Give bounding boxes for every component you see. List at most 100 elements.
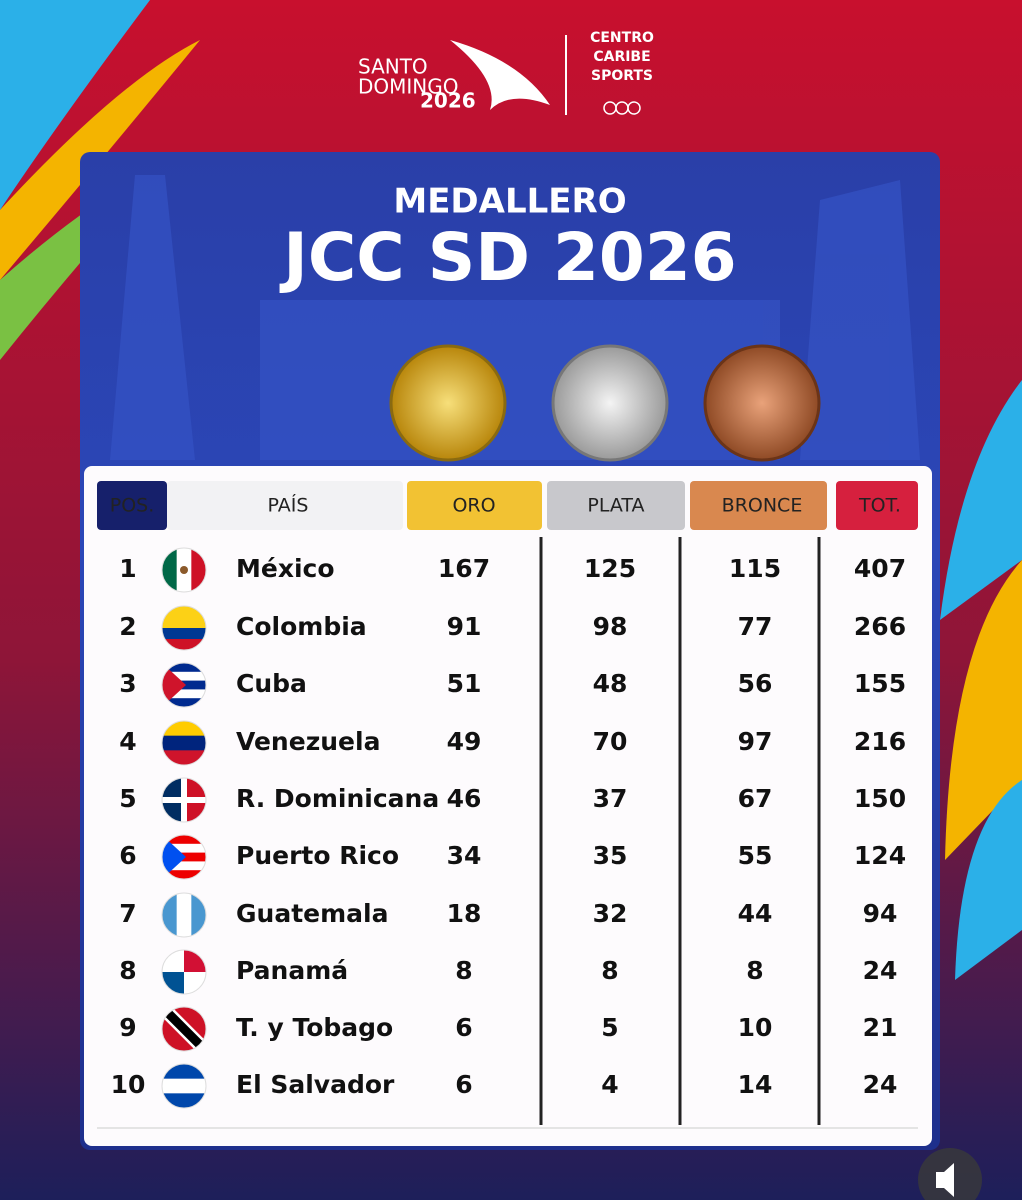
swirl (0, 0, 150, 210)
table-cell: 94 (863, 899, 898, 928)
table-row: 2 Colombia 91 98 77 266 (119, 605, 906, 651)
silver-medal (551, 344, 669, 462)
header-cell (167, 481, 403, 530)
table-cell: 266 (854, 612, 906, 641)
column-header: PLATA (587, 495, 644, 517)
table-cell: 6 (455, 1013, 472, 1042)
flag-stripe (162, 663, 206, 673)
sound-icon (936, 1163, 954, 1197)
flag-stripe (162, 698, 206, 707)
flag-stripe (162, 843, 206, 854)
flag-emblem (180, 566, 188, 574)
table-row: 6 Puerto Rico 34 35 55 124 (119, 834, 906, 880)
flag-border (161, 892, 207, 938)
table-cell: 9 (119, 1013, 136, 1042)
logo: SANTO DOMINGO 2026 CENTRO CARIBE SPORTS (358, 30, 654, 115)
flag-stripe (162, 606, 206, 618)
country-name: Puerto Rico (236, 841, 399, 870)
table-cell: 8 (746, 956, 763, 985)
header-cell (547, 481, 685, 530)
flag-stripe (162, 548, 178, 592)
table-cell: 24 (863, 956, 898, 985)
flag (162, 835, 206, 879)
column-header: BRONCE (722, 495, 803, 517)
flag-stripe (162, 750, 206, 765)
flag-stripe (162, 861, 206, 871)
table-cell: 10 (738, 1013, 773, 1042)
medals (389, 344, 821, 462)
gold-medal (389, 344, 507, 462)
column-header: TOT. (858, 495, 901, 517)
flag-stripe (162, 617, 206, 629)
header-cell (690, 481, 827, 530)
table-row: 7 Guatemala 18 32 44 94 (119, 892, 898, 938)
flag-border (161, 1063, 207, 1109)
table-cell: 97 (738, 727, 773, 756)
flag-stripe (176, 893, 192, 937)
table-row: 3 Cuba 51 48 56 155 (119, 662, 906, 708)
country-name: Cuba (236, 669, 307, 698)
flag-triangle (162, 835, 186, 879)
flag-border (161, 777, 207, 823)
flag (162, 893, 206, 937)
subtitle: MEDALLERO (393, 182, 626, 222)
flag-cross (181, 778, 187, 822)
logo-bird (450, 40, 550, 110)
table-cell: 37 (593, 784, 628, 813)
table-cell: 8 (455, 956, 472, 985)
table-cell: 1 (119, 554, 136, 583)
logo-year: 2026 (420, 89, 476, 113)
logo-partner: CENTRO (590, 30, 654, 46)
swirl (940, 380, 1022, 620)
flag-stripe (162, 735, 206, 751)
table-cell: 48 (593, 669, 628, 698)
table-row: 8 Panamá 8 8 8 24 (119, 949, 898, 995)
table-cell: 49 (447, 727, 482, 756)
flag-stripe (162, 893, 178, 937)
flag (162, 721, 206, 765)
flag (162, 1007, 206, 1051)
logo-partner: SPORTS (591, 68, 653, 84)
country-name: R. Dominicana (236, 784, 439, 813)
table-cell: 70 (593, 727, 628, 756)
table-cell: 115 (729, 554, 781, 583)
table-cell: 14 (738, 1070, 773, 1099)
table-cell: 216 (854, 727, 906, 756)
flag-border (161, 834, 207, 880)
table-cell: 55 (738, 841, 773, 870)
logo-partner: CARIBE (593, 49, 650, 65)
table-cell: 56 (738, 669, 773, 698)
flag-border (161, 547, 207, 593)
country-name: T. y Tobago (236, 1013, 393, 1042)
flag-stripe (162, 1093, 206, 1108)
flag-border (161, 1006, 207, 1052)
table-cell: 44 (738, 899, 773, 928)
flag-stripe (162, 671, 206, 682)
flag (162, 1064, 206, 1108)
logo-text: DOMINGO (358, 75, 459, 99)
flag-stripe (162, 1078, 206, 1094)
flag-border (161, 720, 207, 766)
table-row: 1 México 167 125 115 407 (119, 547, 906, 593)
flag-stripe (162, 835, 206, 845)
table-cell: 4 (119, 727, 136, 756)
flag-stripe (191, 548, 206, 592)
flag-stripe (162, 721, 206, 737)
table-cell: 7 (119, 899, 136, 928)
flag-stripe (162, 689, 206, 699)
country-name: Guatemala (236, 899, 388, 928)
bronze-medal (703, 344, 821, 462)
flag-border (161, 605, 207, 651)
column-header: POS. (110, 495, 155, 517)
flag-stripe (162, 628, 206, 640)
table-cell: 150 (854, 784, 906, 813)
flag-stripe (162, 639, 206, 650)
table-cell: 51 (447, 669, 482, 698)
flag-stripe (191, 893, 206, 937)
table-cell: 4 (601, 1070, 618, 1099)
table-cell: 77 (738, 612, 773, 641)
table-cell: 155 (854, 669, 906, 698)
table-row: 9 T. y Tobago 6 5 10 21 (119, 1006, 897, 1052)
table-cell: 18 (447, 899, 482, 928)
table-cell: 35 (593, 841, 628, 870)
